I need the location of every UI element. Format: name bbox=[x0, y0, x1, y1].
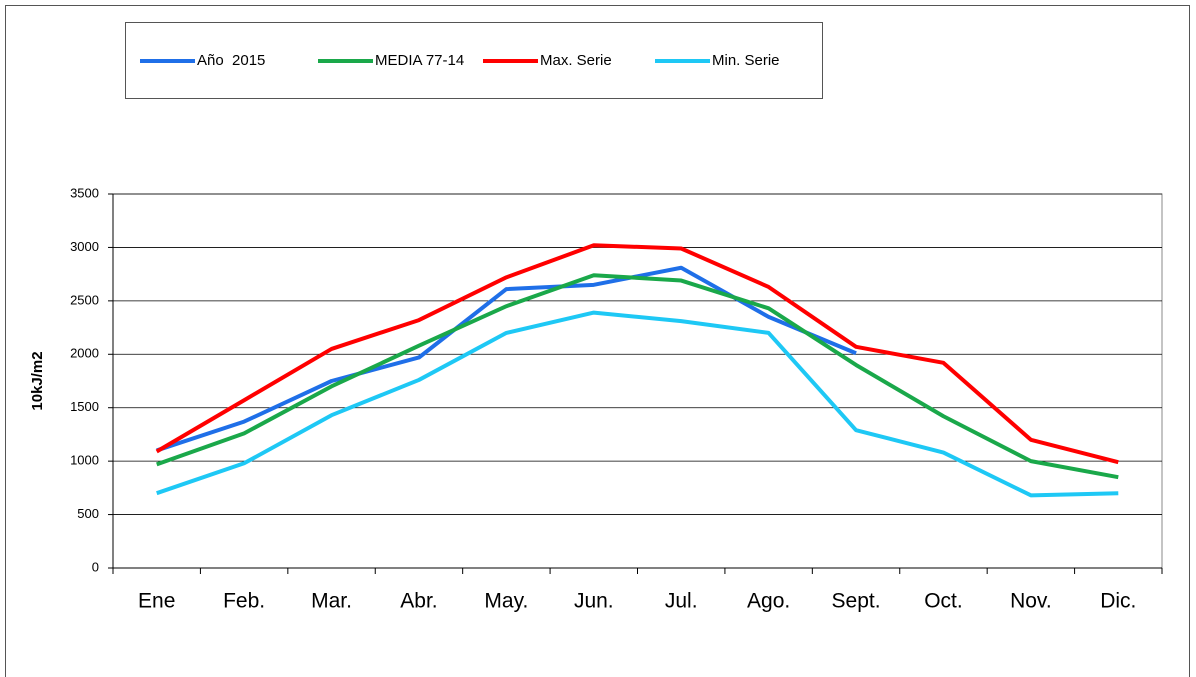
x-tick-label: Jun. bbox=[574, 590, 614, 613]
y-tick-label: 2500 bbox=[70, 292, 99, 307]
y-tick-label: 3500 bbox=[70, 185, 99, 200]
x-tick-label: Dic. bbox=[1100, 590, 1136, 613]
x-tick-label: Sept. bbox=[832, 590, 881, 613]
legend-label: Min. Serie bbox=[712, 52, 780, 69]
series-line bbox=[155, 243, 1119, 465]
x-tick-label: Ago. bbox=[747, 590, 790, 613]
x-tick-label: Jul. bbox=[665, 590, 698, 613]
x-tick-label: Oct. bbox=[924, 590, 963, 613]
x-tick-label: Nov. bbox=[1010, 590, 1052, 613]
legend-label: MEDIA 77-14 bbox=[375, 52, 464, 69]
series-line bbox=[156, 273, 1119, 480]
series-line bbox=[156, 310, 1119, 498]
y-tick-label: 2000 bbox=[70, 346, 99, 361]
x-tick-label: May. bbox=[484, 590, 528, 613]
x-tick-label: Mar. bbox=[311, 590, 352, 613]
legend-label: Año 2015 bbox=[197, 52, 265, 69]
y-tick-label: 0 bbox=[92, 559, 99, 574]
y-tick-label: 1000 bbox=[70, 453, 99, 468]
x-tick-label: Abr. bbox=[400, 590, 437, 613]
y-axis-label: 10kJ/m2 bbox=[29, 351, 46, 410]
x-tick-label: Ene bbox=[138, 590, 175, 613]
plot-area bbox=[112, 193, 1163, 569]
legend-label: Max. Serie bbox=[540, 52, 612, 69]
x-tick-label: Feb. bbox=[223, 590, 265, 613]
y-tick-label: 1500 bbox=[70, 399, 99, 414]
y-tick-label: 500 bbox=[77, 506, 99, 521]
y-tick-label: 3000 bbox=[70, 239, 99, 254]
